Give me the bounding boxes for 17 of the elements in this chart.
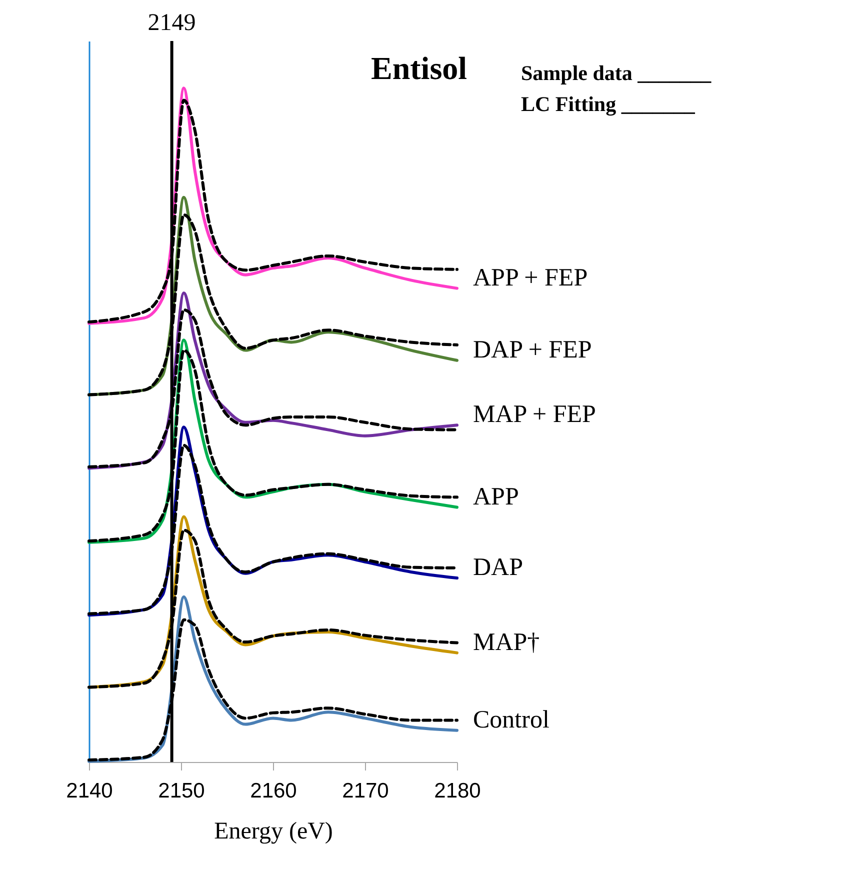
chart-title: Entisol	[371, 50, 468, 86]
x-tick-label: 2160	[250, 780, 297, 802]
text: Sample data _______	[521, 61, 712, 85]
series-label: APP + FEP	[473, 264, 588, 292]
x-tick-label: 2140	[66, 780, 113, 802]
x-tick-label: 2150	[158, 780, 205, 802]
x-axis-title: Energy (eV)	[214, 818, 333, 844]
text: LC Fitting _______	[521, 92, 696, 116]
series-label: MAP†	[473, 628, 540, 656]
series-label: Control	[473, 706, 550, 734]
series-label: MAP + FEP	[473, 401, 596, 428]
series-label: APP	[473, 483, 519, 510]
x-tick-label: 2180	[434, 780, 481, 802]
series-label: DAP	[473, 554, 524, 582]
x-tick-label: 2170	[342, 780, 389, 802]
ref-line-label: 2149	[148, 10, 196, 36]
series-label: DAP + FEP	[473, 336, 592, 364]
